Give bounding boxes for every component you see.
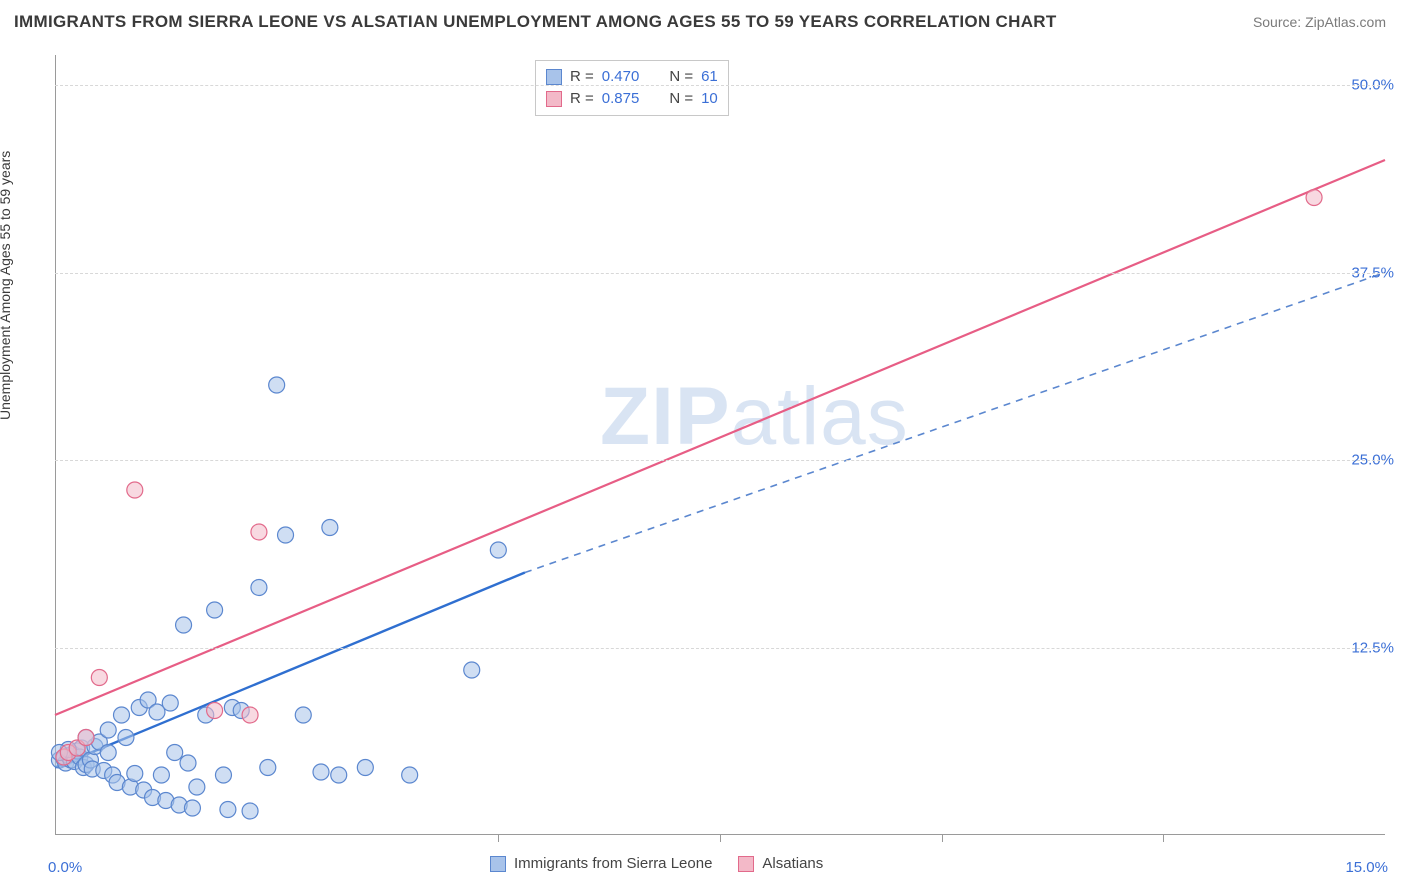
data-point [220,802,236,818]
data-point [464,662,480,678]
data-point [251,524,267,540]
source-credit: Source: ZipAtlas.com [1253,14,1386,30]
data-point [402,767,418,783]
legend-swatch-pink [546,91,562,107]
n-label: N = [669,88,693,110]
legend-swatch-pink [738,856,754,872]
data-point [242,803,258,819]
x-tick-max: 15.0% [1345,859,1388,876]
data-point [100,745,116,761]
gridline-h [55,85,1385,86]
chart-title: IMMIGRANTS FROM SIERRA LEONE VS ALSATIAN… [14,12,1057,32]
data-point [322,520,338,536]
data-point [162,695,178,711]
data-point [189,779,205,795]
y-axis-label: Unemployment Among Ages 55 to 59 years [0,151,13,420]
data-point [127,766,143,782]
fit-line [55,160,1385,715]
data-point [251,580,267,596]
legend-swatch-blue [546,69,562,85]
data-point [260,760,276,776]
legend-stats: R = 0.470 N = 61 R = 0.875 N = 10 [535,60,729,116]
data-point [167,745,183,761]
r-value-1: 0.875 [602,88,640,110]
x-tick-mark [942,835,943,842]
x-tick-min: 0.0% [48,859,82,876]
data-point [331,767,347,783]
chart-svg [55,55,1385,835]
data-point [1306,190,1322,206]
data-point [118,730,134,746]
fit-line-dashed [525,273,1385,573]
r-label: R = [570,88,594,110]
gridline-h [55,460,1385,461]
data-point [114,707,130,723]
legend-series: Immigrants from Sierra Leone Alsatians [490,855,823,872]
legend-label-1: Alsatians [762,855,823,872]
data-point [176,617,192,633]
n-value-1: 10 [701,88,718,110]
data-point [127,482,143,498]
data-point [357,760,373,776]
data-point [207,602,223,618]
legend-item-1: Alsatians [738,855,823,872]
gridline-h [55,648,1385,649]
x-tick-mark [720,835,721,842]
data-point [269,377,285,393]
legend-swatch-blue [490,856,506,872]
x-tick-mark [498,835,499,842]
data-point [184,800,200,816]
legend-stats-row-1: R = 0.875 N = 10 [546,88,718,110]
data-point [313,764,329,780]
data-point [207,703,223,719]
data-point [278,527,294,543]
gridline-h [55,273,1385,274]
data-point [100,722,116,738]
data-point [490,542,506,558]
legend-label-0: Immigrants from Sierra Leone [514,855,712,872]
data-point [295,707,311,723]
data-point [153,767,169,783]
data-point [78,730,94,746]
data-point [242,707,258,723]
data-point [91,670,107,686]
legend-item-0: Immigrants from Sierra Leone [490,855,712,872]
data-point [180,755,196,771]
x-tick-mark [1163,835,1164,842]
data-point [215,767,231,783]
